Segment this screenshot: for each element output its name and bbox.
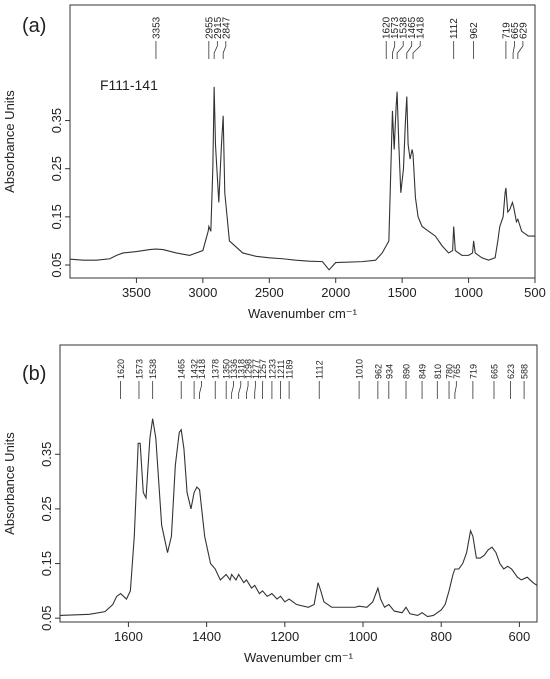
peak-label: 1418	[197, 359, 207, 379]
peak-marker	[512, 41, 515, 59]
peak-label: 1418	[416, 16, 427, 39]
peak-label: 665	[489, 364, 499, 379]
peak-label: 962	[469, 22, 480, 39]
peak-label: 1538	[148, 359, 158, 379]
sample-annotation: F111-141	[100, 77, 158, 93]
x-tick-label: 1000	[454, 285, 483, 300]
peak-label: 1112	[315, 360, 325, 379]
y-tick-label: 0.35	[49, 108, 64, 133]
peak-label: 588	[520, 364, 530, 379]
peak-label: 962	[373, 364, 383, 379]
peak-label: 1620	[116, 359, 126, 379]
peak-label: 3353	[151, 16, 162, 39]
peak-marker	[231, 381, 234, 399]
peak-label: 1318	[236, 359, 246, 379]
x-tick-label: 600	[509, 629, 531, 644]
peak-label: 1298	[244, 359, 254, 379]
panel-label: (a)	[22, 15, 46, 37]
peak-marker	[406, 41, 413, 59]
peak-label: 629	[518, 22, 529, 39]
x-tick-label: 500	[524, 285, 546, 300]
peak-label: 1277	[251, 359, 261, 379]
peak-label: 665	[510, 22, 521, 39]
peak-label: 2915	[213, 16, 224, 39]
x-tick-label: 3500	[122, 285, 151, 300]
peak-label: 1336	[229, 359, 239, 379]
x-tick-label: 2000	[321, 285, 350, 300]
peak-marker	[238, 381, 242, 399]
x-tick-label: 1500	[388, 285, 417, 300]
x-tick-label: 800	[430, 629, 452, 644]
peak-label: 849	[418, 364, 428, 379]
y-tick-label: 0.25	[39, 496, 54, 521]
peak-label: 2847	[221, 16, 232, 39]
peak-marker	[222, 41, 227, 59]
peak-label: 1257	[258, 359, 268, 379]
x-axis-title: Wavenumber cm⁻¹	[248, 306, 358, 321]
y-axis-title: Absorbance Units	[2, 432, 17, 535]
x-tick-label: 1000	[349, 629, 378, 644]
y-tick-label: 0.05	[39, 606, 54, 631]
y-tick-label: 0.25	[49, 156, 64, 181]
peak-marker	[213, 41, 218, 59]
peak-marker	[454, 381, 457, 399]
peak-label: 1189	[285, 360, 295, 379]
x-tick-label: 2500	[255, 285, 284, 300]
peak-label: 1573	[134, 359, 144, 379]
y-tick-label: 0.05	[49, 252, 64, 277]
x-tick-label: 1600	[114, 629, 143, 644]
peak-label: 1350	[222, 359, 232, 379]
peak-label: 2955	[204, 16, 215, 39]
peak-label: 934	[384, 364, 394, 379]
peak-label: 1620	[382, 16, 393, 39]
x-tick-label: 3000	[188, 285, 217, 300]
x-tick-label: 1400	[192, 629, 221, 644]
peak-label: 719	[501, 22, 512, 39]
peak-label: 719	[468, 364, 478, 379]
y-axis-title: Absorbance Units	[2, 90, 17, 193]
peak-marker	[517, 41, 524, 59]
peak-label: 1112	[449, 18, 460, 39]
peak-label: 1378	[211, 359, 221, 379]
peak-label: 810	[433, 364, 443, 379]
peak-label: 1465	[177, 359, 187, 379]
peak-marker	[392, 41, 396, 59]
peak-label: 1465	[407, 16, 418, 39]
peak-marker	[254, 381, 256, 399]
plot-frame	[69, 4, 536, 279]
peak-label: 1211	[276, 360, 286, 379]
spectrum-line	[69, 86, 535, 271]
panel-label: (b)	[22, 363, 46, 385]
peak-label: 780	[445, 364, 455, 379]
plot-frame	[59, 344, 538, 623]
peak-marker	[246, 381, 249, 399]
peak-label: 1573	[390, 16, 401, 39]
peak-label: 1432	[190, 359, 200, 379]
peak-marker	[199, 381, 202, 399]
y-tick-label: 0.15	[49, 204, 64, 229]
peak-label: 623	[506, 364, 516, 379]
peak-label: 890	[402, 364, 412, 379]
y-tick-label: 0.15	[39, 551, 54, 576]
spectrum-line	[59, 418, 538, 618]
peak-label: 1538	[399, 16, 410, 39]
x-tick-label: 1200	[270, 629, 299, 644]
x-axis-title: Wavenumber cm⁻¹	[244, 650, 354, 665]
peak-label: 1233	[267, 359, 277, 379]
peak-marker	[396, 41, 404, 59]
peak-label: 1010	[355, 359, 365, 379]
peak-label: 765	[452, 364, 462, 379]
y-tick-label: 0.35	[39, 442, 54, 467]
peak-marker	[412, 41, 421, 59]
